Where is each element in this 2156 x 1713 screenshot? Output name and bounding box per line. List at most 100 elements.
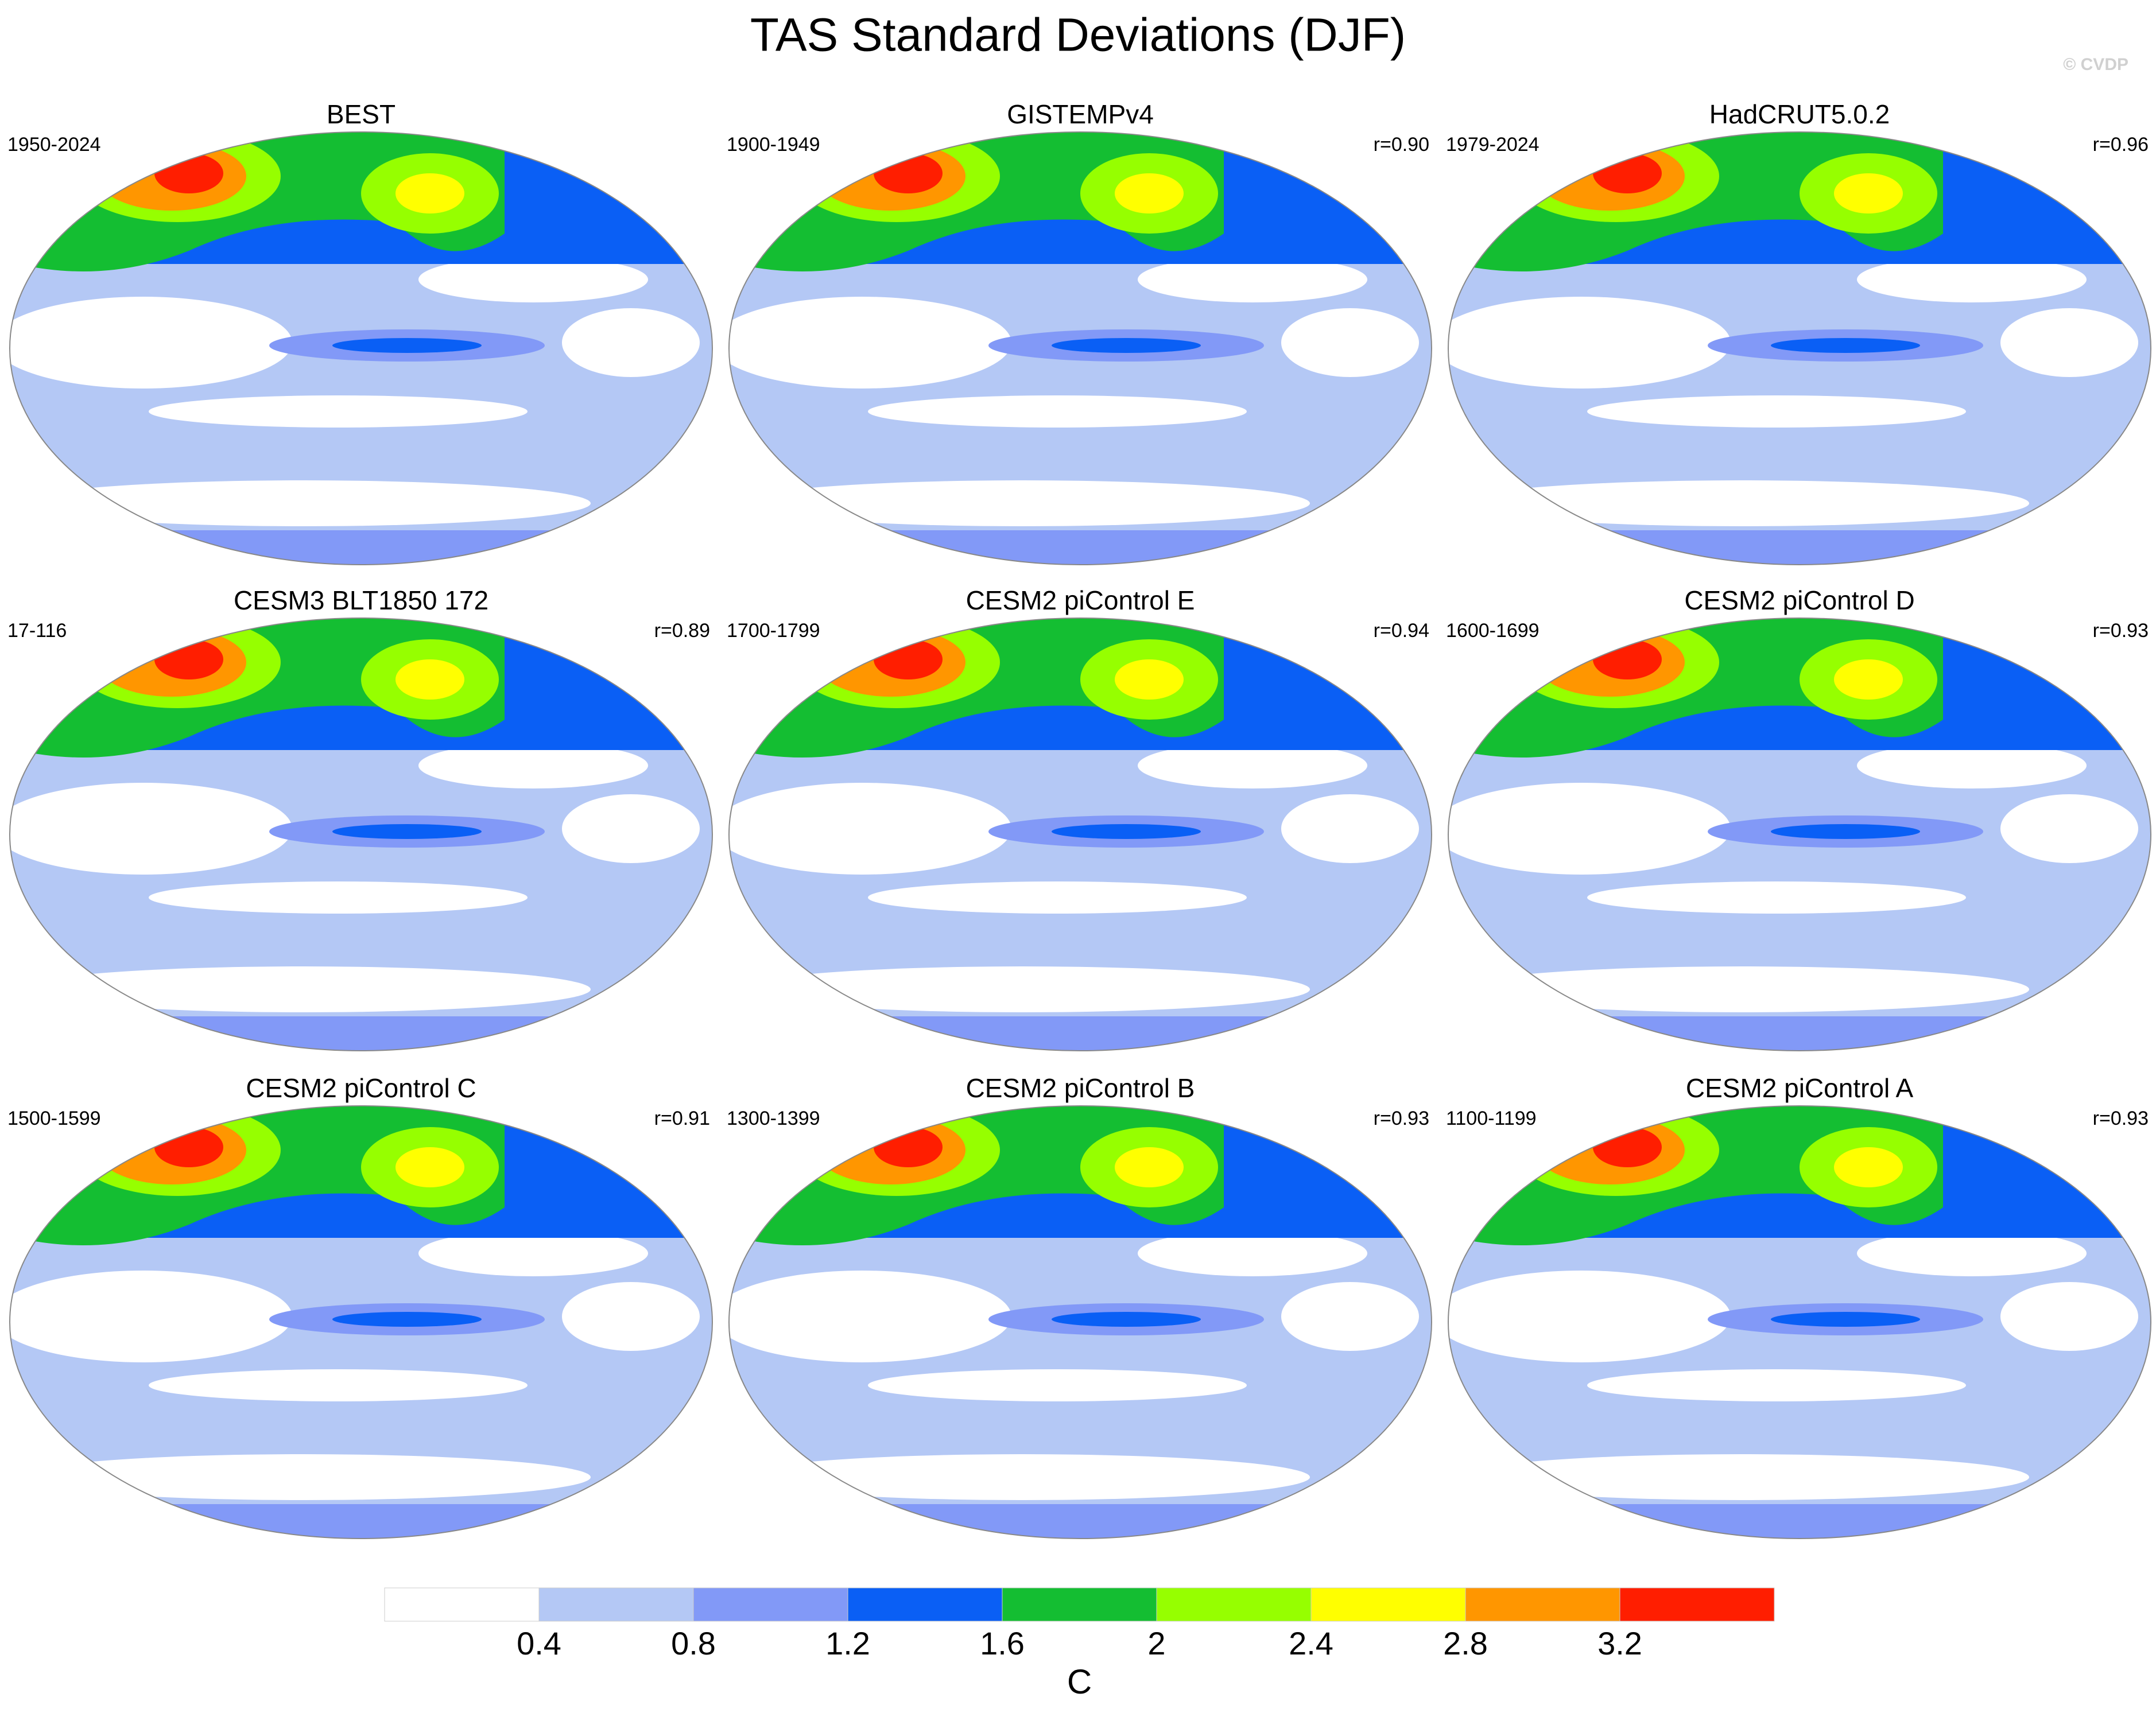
northern-region [395,1147,464,1187]
low-variance-region [1448,783,1731,875]
map [10,618,712,1051]
antarctic-region [729,1016,1432,1051]
colorbar-label: C [1067,1662,1092,1701]
low-variance-region [1771,338,1920,353]
antarctic-region [1448,530,2151,565]
map-outline [728,1105,1432,1539]
northern-region [1115,659,1184,700]
panel-title: HadCRUT5.0.2 [1709,99,1890,129]
low-variance-region [1455,1454,2029,1500]
low-variance-region [1052,338,1201,353]
low-variance-region [332,824,482,839]
low-variance-region [2000,308,2138,377]
antarctic-region [10,1504,712,1539]
colorbar-tick-label: 2 [1147,1625,1165,1661]
pattern-correlation: r=0.93 [2093,1108,2149,1129]
low-variance-region [1587,881,1966,914]
map-outline [1448,617,2151,1051]
colorbar-tick-label: 2.4 [1289,1625,1333,1661]
pattern-correlation: r=0.96 [2093,134,2149,156]
low-variance-region [1455,480,2029,526]
low-variance-region [1052,1312,1201,1327]
low-variance-region [1857,743,2087,788]
pattern-correlation: r=0.93 [1374,1108,1429,1129]
low-variance-region [1771,1312,1920,1327]
colorbar-box [1156,1587,1312,1622]
panel-period: 1900-1949 [727,134,820,156]
pattern-correlation: r=0.91 [654,1108,710,1129]
low-variance-region [332,338,482,353]
antarctic-region [1448,1504,2151,1539]
northern-region [1834,173,1903,213]
colorbar-tick-label: 1.2 [825,1625,870,1661]
low-variance-region [868,395,1247,428]
antarctic-region [729,530,1432,565]
low-variance-region [1448,297,1731,389]
low-variance-region [736,480,1310,526]
panel-title: BEST [327,99,395,129]
low-variance-region [1138,743,1367,788]
antarctic-region [1448,1016,2151,1051]
low-variance-region [2000,1282,2138,1351]
map [1448,1106,2151,1539]
colorbar-box [693,1587,848,1622]
panel-title: CESM3 BLT1850 172 [234,585,488,615]
colorbar-box [1619,1587,1775,1622]
low-variance-region [1587,395,1966,428]
low-variance-region [149,1369,528,1401]
panel-period: 1600-1699 [1446,620,1540,642]
low-variance-region [1052,824,1201,839]
panel-title: CESM2 piControl A [1686,1073,1914,1103]
low-variance-region [1587,1369,1966,1401]
low-variance-region [10,783,292,875]
colorbar-tick-label: 1.6 [980,1625,1025,1661]
low-variance-region [1281,794,1419,863]
low-variance-region [1281,1282,1419,1351]
low-variance-region [1857,1230,2087,1276]
antarctic-region [10,530,712,565]
low-variance-region [562,1282,700,1351]
pattern-correlation: r=0.90 [1374,134,1429,156]
map-outline [728,131,1432,565]
low-variance-region [1138,1230,1367,1276]
low-variance-region [418,1230,648,1276]
colorbar-box [1465,1587,1620,1622]
panel-title: CESM2 piControl B [966,1073,1195,1103]
map [729,618,1432,1051]
low-variance-region [418,743,648,788]
panel-period: 1979-2024 [1446,134,1540,156]
low-variance-region [562,308,700,377]
map [1448,132,2151,565]
map [10,132,712,565]
low-variance-region [418,257,648,302]
panel-title: CESM2 piControl D [1684,585,1914,615]
colorbar-tick-label: 0.8 [671,1625,716,1661]
colorbar-tick-label: 3.2 [1597,1625,1642,1661]
low-variance-region [736,1454,1310,1500]
map-outline [9,131,713,565]
low-variance-region [729,297,1011,389]
panel-period: 1700-1799 [727,620,820,642]
pattern-correlation: r=0.93 [2093,620,2149,642]
low-variance-region [1448,1271,1731,1362]
antarctic-region [10,1016,712,1051]
low-variance-region [17,966,591,1012]
northern-region [1834,1147,1903,1187]
low-variance-region [17,1454,591,1500]
low-variance-region [868,1369,1247,1401]
northern-region [1115,173,1184,213]
panel-title: CESM2 piControl E [966,585,1195,615]
panel-period: 1100-1199 [1446,1108,1537,1129]
low-variance-region [562,794,700,863]
low-variance-region [1857,257,2087,302]
panel-period: 1300-1399 [727,1108,820,1129]
watermark: © CVDP [2063,55,2128,74]
map-outline [1448,131,2151,565]
map [1448,618,2151,1051]
pattern-correlation: r=0.89 [654,620,710,642]
low-variance-region [149,395,528,428]
low-variance-region [729,783,1011,875]
northern-region [395,173,464,213]
colorbar-tick-label: 2.8 [1443,1625,1488,1661]
